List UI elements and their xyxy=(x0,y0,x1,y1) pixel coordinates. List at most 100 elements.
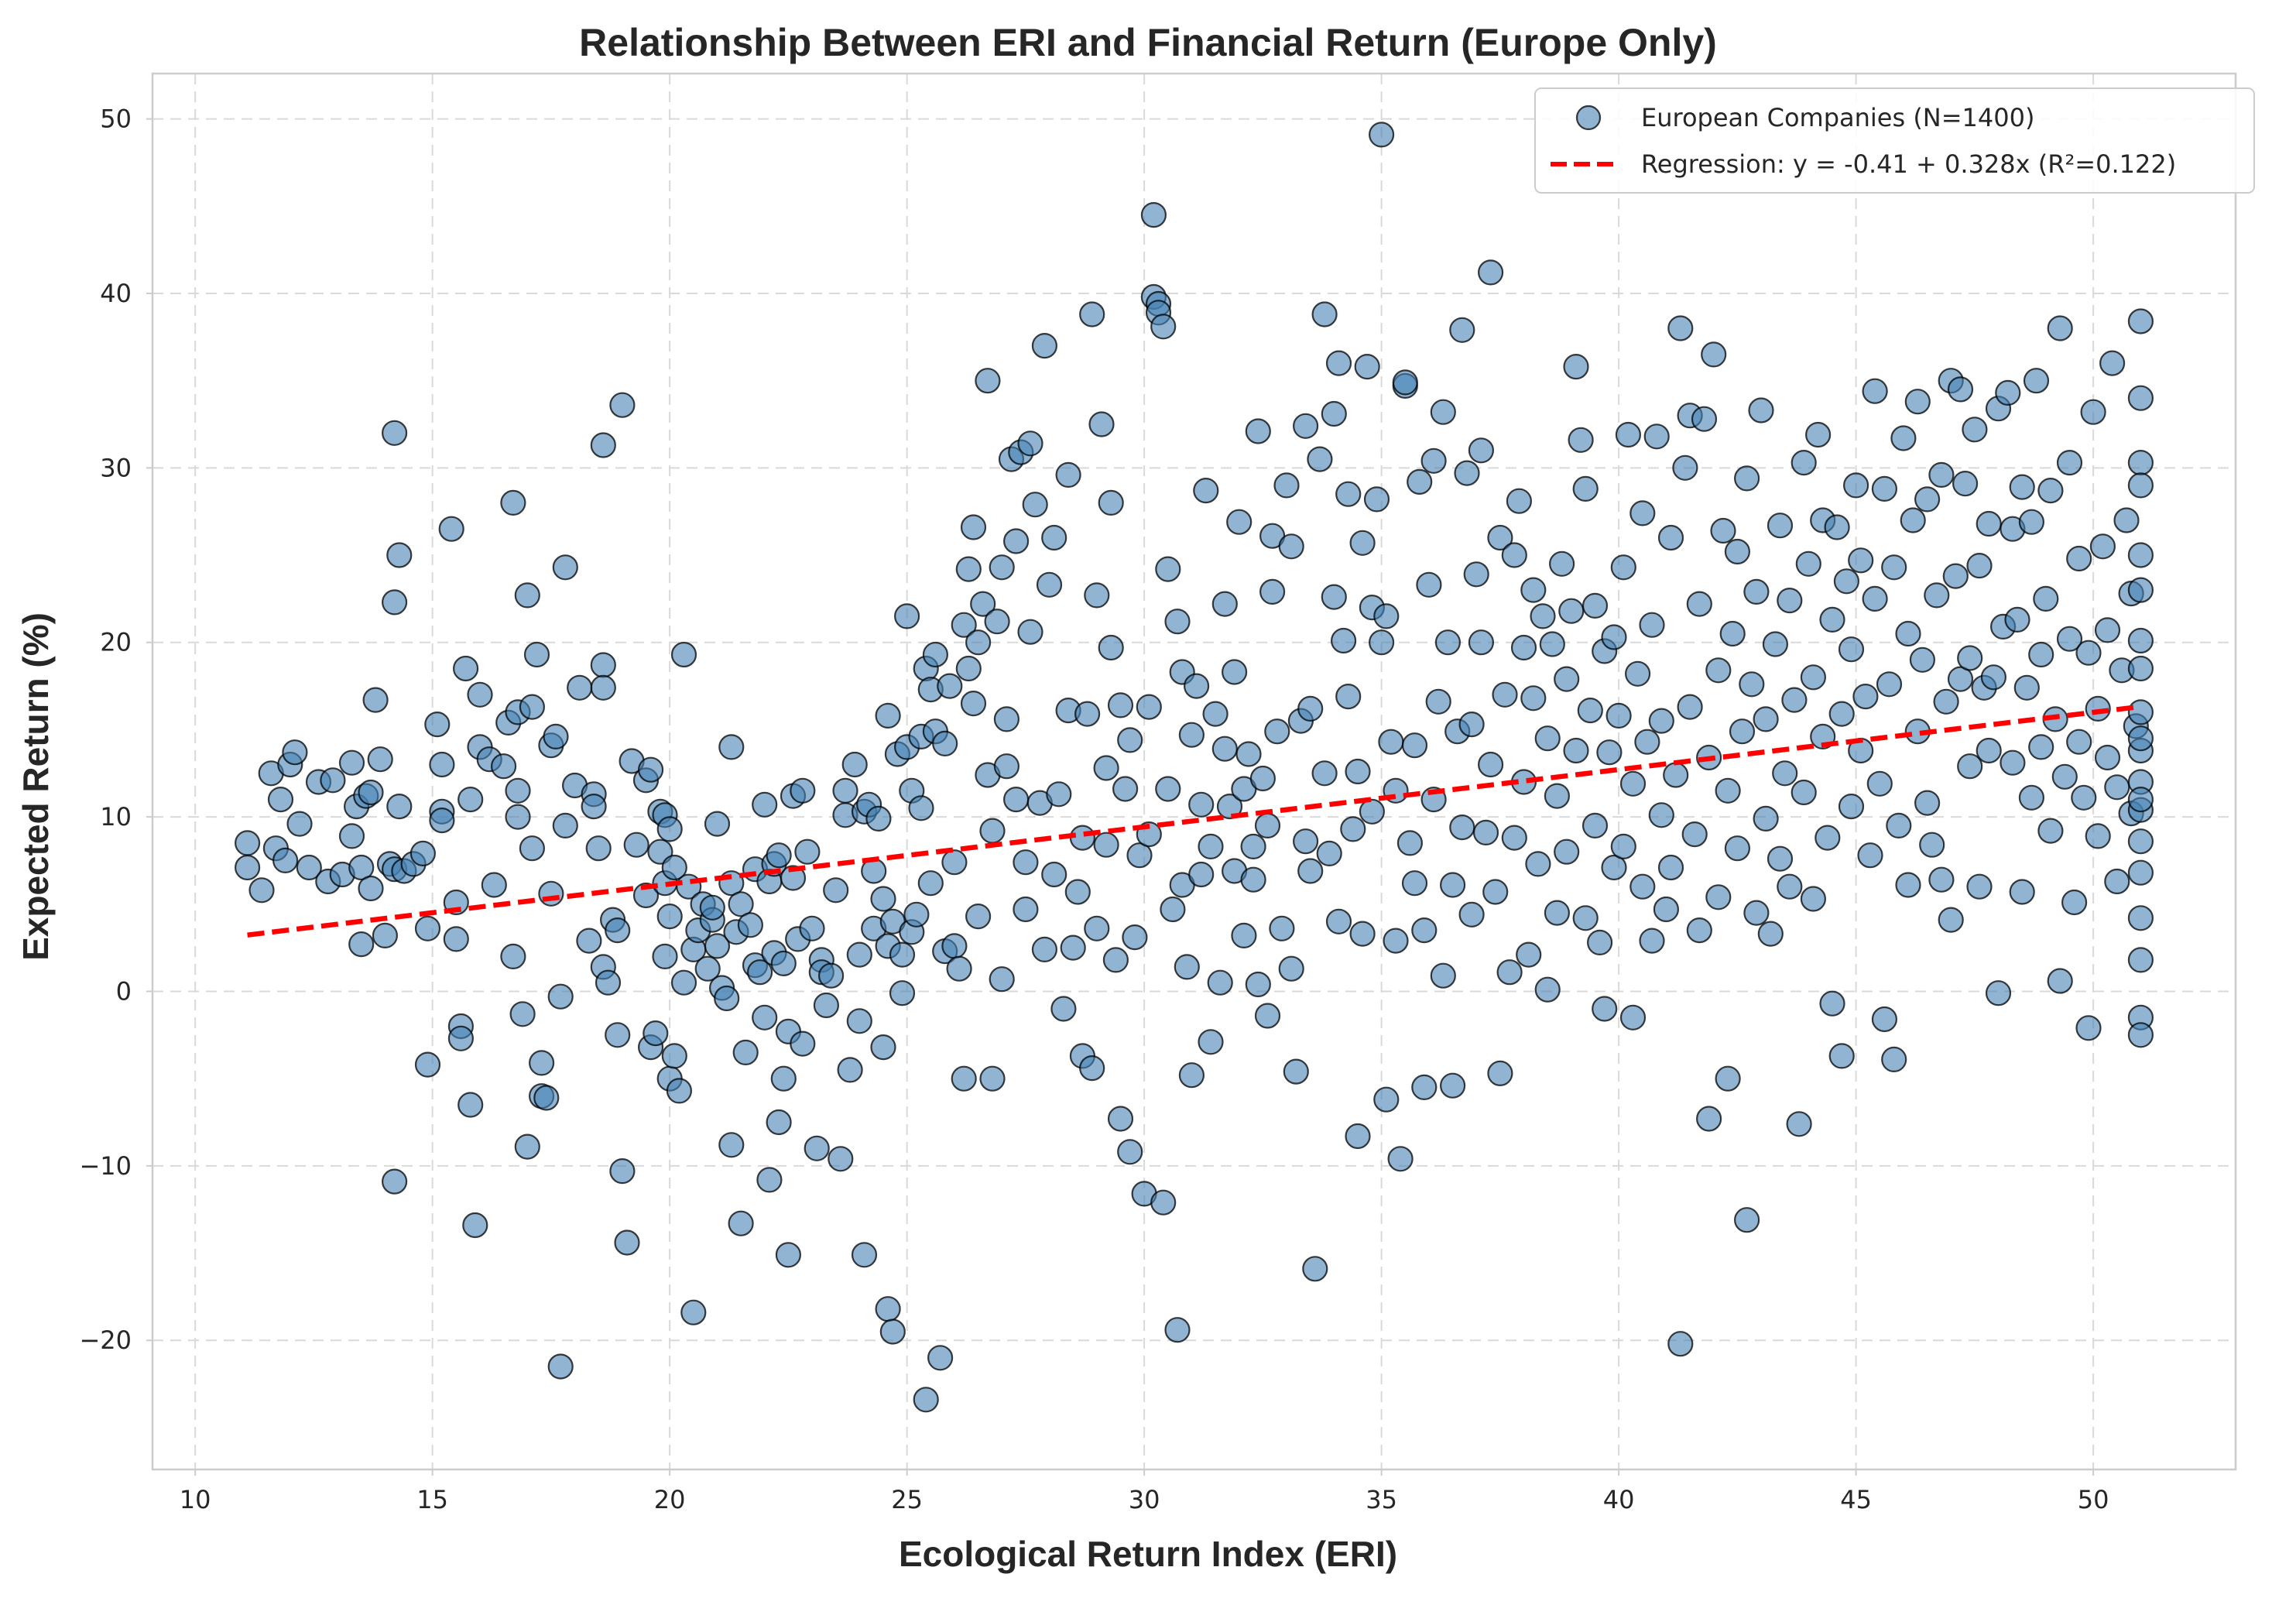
data-point xyxy=(1041,524,1067,551)
data-point xyxy=(1501,542,1527,568)
data-point xyxy=(1924,582,1950,609)
data-point xyxy=(1349,921,1376,947)
data-point xyxy=(1202,701,1229,727)
data-point xyxy=(1753,706,1779,732)
data-point xyxy=(1074,701,1101,727)
data-point xyxy=(1136,694,1162,720)
data-point xyxy=(382,420,408,446)
y-tick-label: 0 xyxy=(116,976,132,1006)
data-point xyxy=(1430,399,1456,425)
data-point xyxy=(1862,585,1888,612)
data-point xyxy=(780,865,807,891)
data-point xyxy=(770,1065,797,1092)
data-point xyxy=(1449,814,1475,841)
data-point xyxy=(1468,629,1495,656)
data-point xyxy=(737,912,764,938)
data-point xyxy=(447,1025,475,1051)
data-point xyxy=(1762,631,1788,657)
data-point xyxy=(590,652,616,678)
data-point xyxy=(1482,879,1509,905)
data-point xyxy=(1852,683,1879,710)
data-point xyxy=(955,556,982,582)
data-point xyxy=(1914,790,1941,816)
y-tick-label: −20 xyxy=(79,1325,132,1355)
data-point xyxy=(1781,687,1808,713)
data-point xyxy=(1605,702,1632,729)
data-point xyxy=(1619,770,1647,797)
data-point xyxy=(338,749,365,776)
data-point xyxy=(1093,755,1119,781)
y-axis-label: Expected Return (%) xyxy=(15,612,56,961)
data-point xyxy=(1544,900,1571,926)
data-point xyxy=(414,915,441,941)
data-point xyxy=(1862,378,1888,404)
data-point xyxy=(500,489,526,516)
y-tick-label: −10 xyxy=(79,1151,132,1181)
data-point xyxy=(1848,547,1874,574)
data-point xyxy=(2009,474,2035,500)
data-point xyxy=(286,811,313,837)
regression-line xyxy=(247,704,2141,938)
data-point xyxy=(2127,947,2154,973)
data-point xyxy=(2127,828,2154,855)
data-point xyxy=(595,969,622,996)
data-point xyxy=(770,950,797,977)
data-point xyxy=(889,980,916,1006)
data-point xyxy=(605,1022,631,1048)
data-point xyxy=(514,582,540,609)
data-point xyxy=(1316,840,1342,867)
data-point xyxy=(1340,816,1366,842)
data-point xyxy=(1657,524,1684,551)
data-point xyxy=(1231,922,1257,949)
data-point xyxy=(1292,413,1319,439)
data-point xyxy=(2071,784,2097,811)
data-point xyxy=(235,854,261,881)
data-point xyxy=(1895,620,1921,647)
data-point xyxy=(932,730,958,757)
data-point xyxy=(500,943,526,970)
data-point xyxy=(2075,640,2102,666)
data-point xyxy=(1691,406,1718,432)
data-point xyxy=(989,966,1015,993)
data-point xyxy=(1772,760,1798,787)
data-point xyxy=(2000,749,2026,776)
data-point xyxy=(1976,737,2002,764)
data-point xyxy=(1672,454,1698,481)
y-tick-label: 20 xyxy=(100,628,132,657)
data-point xyxy=(1321,584,1347,610)
data-point xyxy=(1819,990,1845,1017)
data-point xyxy=(338,823,365,849)
data-point xyxy=(1610,554,1636,581)
data-point xyxy=(1643,424,1670,450)
data-point xyxy=(1506,488,1533,514)
data-point xyxy=(272,847,299,874)
data-point xyxy=(1458,711,1485,738)
data-point xyxy=(1871,1006,1897,1033)
data-point xyxy=(1980,664,2006,691)
data-point xyxy=(1396,830,1424,856)
x-tick-label: 50 xyxy=(2078,1485,2109,1514)
data-point xyxy=(429,807,455,834)
data-point xyxy=(1164,1317,1191,1343)
data-point xyxy=(1705,657,1732,684)
data-point xyxy=(680,1299,707,1325)
data-point xyxy=(1211,736,1238,762)
data-point xyxy=(2080,399,2106,425)
data-point xyxy=(2051,763,2078,790)
data-point xyxy=(1373,603,1400,629)
data-point xyxy=(1198,833,1224,860)
x-tick-label: 15 xyxy=(416,1485,448,1514)
data-point xyxy=(1914,486,1941,513)
data-point xyxy=(1824,514,1850,540)
data-point xyxy=(457,786,484,813)
legend-label-points: European Companies (N=1400) xyxy=(1641,103,2034,132)
data-point xyxy=(1098,489,1124,516)
data-point xyxy=(1767,513,1794,539)
data-point xyxy=(1786,1111,1812,1137)
data-point xyxy=(1160,896,1186,923)
data-point xyxy=(552,554,578,581)
data-point xyxy=(1719,620,1746,647)
data-point xyxy=(1112,776,1139,802)
data-point xyxy=(2018,509,2044,535)
data-point xyxy=(1686,917,1712,944)
